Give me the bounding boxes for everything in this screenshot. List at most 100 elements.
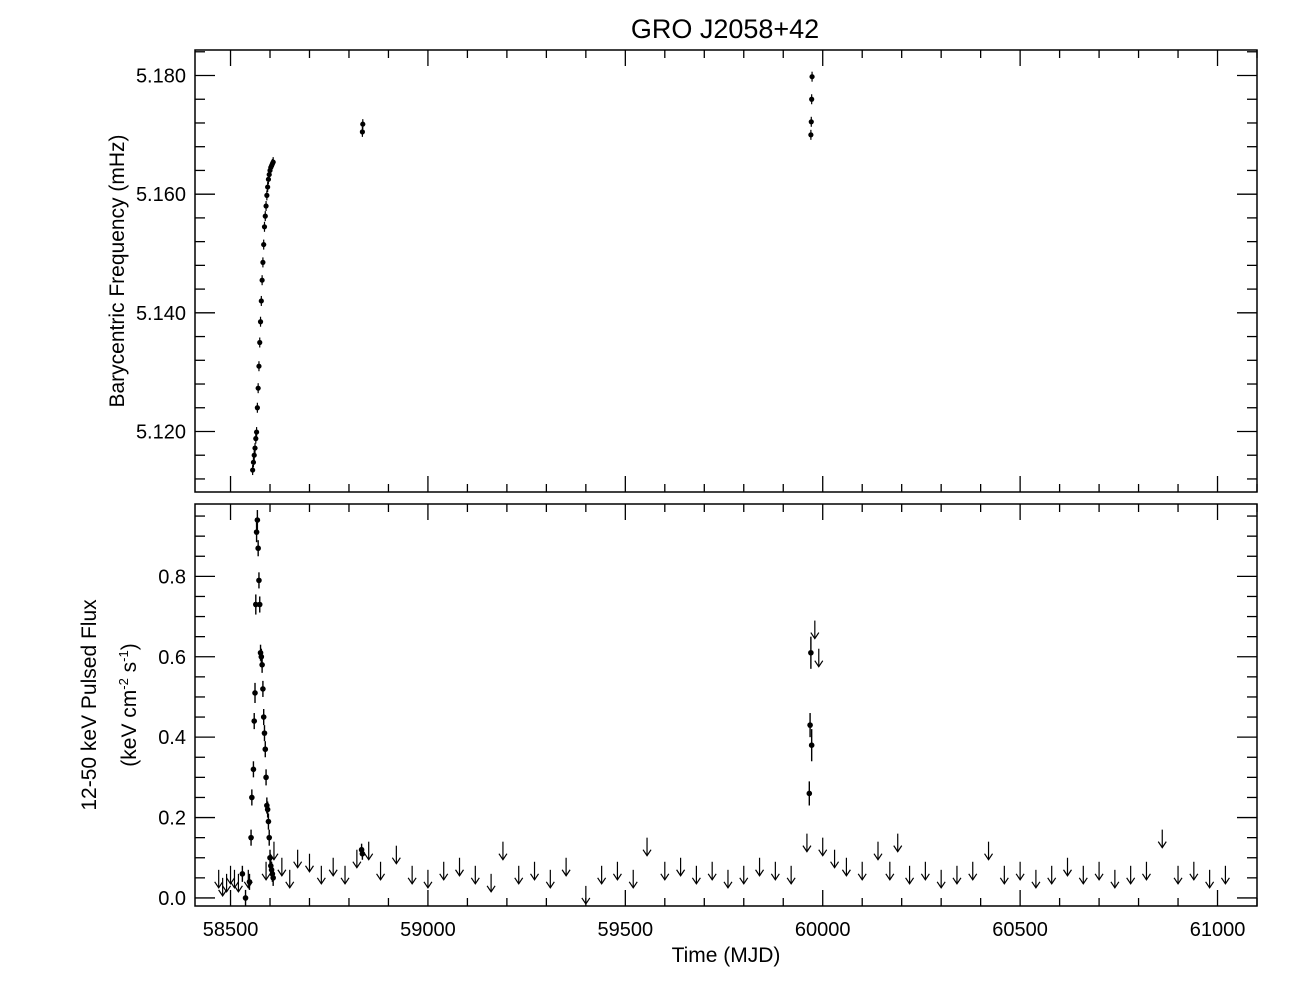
upper-limit-arrows (214, 620, 1230, 905)
bottom-y-tick-labels: 0.0 0.2 0.4 0.6 0.8 (158, 566, 186, 910)
flux-point (808, 742, 815, 748)
upper-limit-arrow-head (660, 873, 670, 881)
upper-limit-arrow-head (514, 877, 524, 885)
flux-point (260, 714, 267, 720)
upper-limit-arrow-head (233, 885, 243, 893)
upper-limit-arrow-head (739, 877, 749, 885)
upper-limit-arrow-head (293, 861, 303, 869)
freq-point (260, 259, 266, 265)
upper-limit-arrow-head (486, 885, 496, 893)
freq-point (808, 119, 814, 125)
upper-limit-arrow-head (391, 857, 401, 865)
freq-point (263, 203, 269, 209)
upper-limit-arrow-head (316, 877, 326, 885)
freq-point (257, 319, 264, 325)
flux-point (265, 818, 272, 825)
upper-limit-arrow-head (830, 861, 840, 869)
bottom-y-tick-label: 0.0 (158, 888, 186, 910)
freq-point (258, 298, 264, 304)
upper-limit-arrow-head (304, 865, 314, 873)
upper-limit-arrow-head (498, 853, 508, 861)
upper-limit-arrow-head (530, 873, 540, 881)
flux-point (239, 871, 246, 877)
upper-limit-arrow-head (1031, 881, 1041, 889)
flux-point (254, 517, 261, 523)
flux-point (263, 774, 269, 781)
flux-point (807, 722, 813, 728)
upper-limit-arrow-head (612, 873, 622, 881)
x-tick-label: 58500 (203, 919, 259, 941)
flux-point (249, 794, 255, 801)
upper-limit-arrow-head (222, 885, 232, 893)
bottom-y-tick-label: 0.4 (158, 727, 186, 749)
x-tick-label: 60000 (795, 919, 851, 941)
flux-point (264, 806, 271, 813)
upper-limit-arrow-head (439, 873, 449, 881)
flux-point (256, 577, 262, 584)
freq-point (261, 224, 268, 230)
upper-limit-arrow-head (376, 873, 386, 881)
upper-limit-arrow-head (968, 873, 978, 881)
bottom-plot-frame (194, 503, 1258, 907)
upper-limit-arrow-head (1078, 877, 1088, 885)
upper-limit-arrow-head (1110, 881, 1120, 889)
upper-limit-arrow-head (455, 869, 465, 877)
flux-point (250, 766, 257, 773)
flux-point (267, 854, 273, 861)
unit-prefix: (keV cm (118, 690, 141, 767)
upper-limit-arrow-head (218, 889, 228, 897)
flux-point (270, 875, 276, 881)
upper-limit-arrow-head (1141, 873, 1151, 881)
bottom-y-tick-label: 0.6 (158, 647, 186, 669)
flux-point (253, 529, 260, 535)
upper-limit-arrow-head (676, 869, 686, 877)
upper-limit-arrow-head (885, 873, 895, 881)
upper-limit-arrow-head (1015, 873, 1025, 881)
unit-suffix: ) (118, 643, 141, 650)
upper-limit-arrow-head (723, 881, 733, 889)
flux-point (806, 790, 813, 797)
unit-exponent-cm: -2 (116, 678, 131, 690)
upper-limit-arrow-head (277, 869, 287, 877)
upper-limit-arrow-head (642, 849, 652, 857)
freq-point (251, 452, 257, 458)
top-y-tick-label: 5.180 (136, 66, 186, 88)
flux-point (262, 746, 269, 753)
upper-limit-arrow-head (226, 877, 236, 885)
flux-point (255, 545, 261, 552)
upper-limit-arrow-head (786, 877, 796, 885)
freq-point (254, 405, 260, 411)
upper-limit-arrow-head (597, 877, 607, 885)
upper-limit-arrow-head (545, 881, 555, 889)
top-y-tick-label: 5.140 (136, 303, 186, 325)
x-tick-label: 59500 (598, 919, 654, 941)
upper-limit-arrow-head (423, 881, 433, 889)
upper-limit-arrow-head (364, 853, 374, 861)
freq-point (256, 363, 262, 369)
flux-point (256, 601, 263, 608)
freq-point (253, 429, 260, 435)
upper-limit-arrow-head (285, 881, 295, 889)
flux-point (260, 686, 266, 692)
unit-exponent-s: -1 (116, 650, 131, 662)
x-tick-label: 60500 (992, 919, 1048, 941)
upper-limit-arrow-head (340, 877, 350, 885)
upper-limit-arrow-head (936, 881, 946, 889)
upper-limit-arrow-head (352, 861, 362, 869)
freq-point (809, 74, 815, 80)
x-tick-label: 59000 (400, 919, 456, 941)
upper-limit-arrow-head (818, 849, 828, 857)
bottom-y-tick-label: 0.8 (158, 566, 186, 588)
upper-limit-arrow-head (1126, 877, 1136, 885)
top-y-axis-label: Barycentric Frequency (mHz) (106, 134, 129, 407)
bottom-y-axis-label-line1: 12-50 keV Pulsed Flux (78, 599, 101, 811)
upper-limit-arrow-head (1157, 841, 1167, 849)
upper-limit-arrow-head (802, 845, 812, 853)
freq-point (264, 192, 270, 198)
freq-point (360, 121, 366, 127)
upper-limit-arrow-head (581, 897, 591, 905)
x-axis-label: Time (MJD) (672, 944, 781, 967)
upper-limit-arrow-head (707, 873, 717, 881)
upper-limit-arrow-head (873, 853, 883, 861)
